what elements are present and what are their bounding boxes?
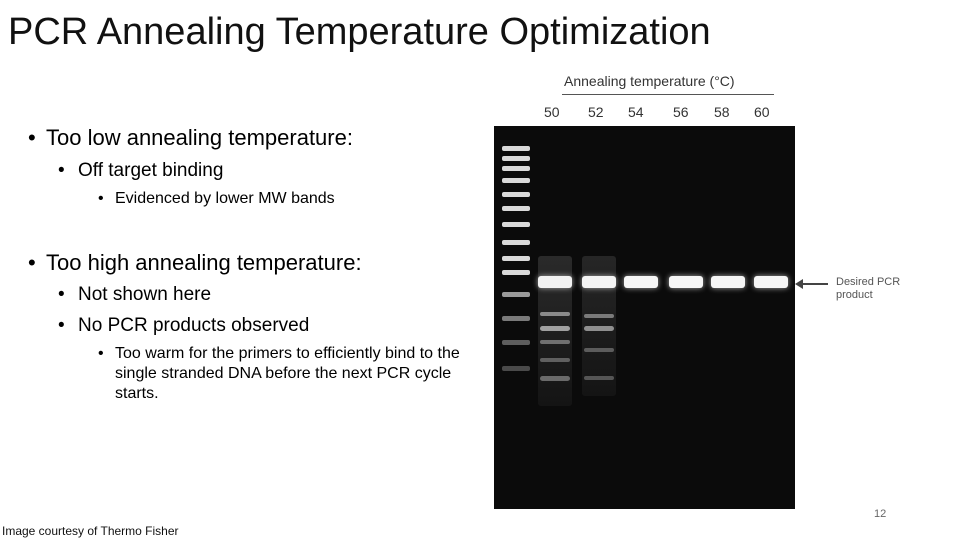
bullet-dot: • [58, 315, 65, 336]
ladder-band [502, 222, 530, 227]
bullet-list: • Too low annealing temperature: • Off t… [28, 124, 468, 404]
bullet-item: • Too low annealing temperature: [28, 124, 468, 152]
arrow-icon [795, 279, 803, 289]
product-band [624, 276, 658, 288]
ladder-band [502, 340, 530, 345]
bullet-item: • Evidenced by lower MW bands [28, 189, 468, 209]
arrow-line [800, 283, 828, 285]
ladder-band [502, 316, 530, 321]
off-target-band [540, 326, 570, 331]
ladder-band [502, 292, 530, 297]
ladder-band [502, 256, 530, 261]
image-credit: Image courtesy of Thermo Fisher [2, 524, 179, 538]
lane-label: 52 [588, 104, 604, 120]
bullet-item: • No PCR products observed [28, 314, 468, 338]
page-number: 12 [874, 508, 887, 520]
ladder-band [502, 156, 530, 161]
bullet-item: • Not shown here [28, 283, 468, 307]
bullet-text: Too warm for the primers to efficiently … [115, 345, 460, 402]
bullet-item: • Too high annealing temperature: [28, 249, 468, 277]
off-target-band [540, 312, 570, 316]
ladder-band [502, 240, 530, 245]
off-target-band [540, 340, 570, 344]
bullet-text: Off target binding [78, 160, 224, 181]
bullet-dot: • [28, 250, 36, 275]
bullet-dot: • [98, 190, 104, 207]
off-target-band [584, 326, 614, 331]
lane-label: 58 [714, 104, 730, 120]
bullet-text: Too low annealing temperature: [46, 125, 353, 150]
product-band [538, 276, 572, 288]
ladder-band [502, 166, 530, 171]
bullet-text: No PCR products observed [78, 315, 310, 336]
bullet-text: Too high annealing temperature: [46, 250, 362, 275]
ladder-band [502, 366, 530, 371]
bullet-dot: • [58, 284, 65, 305]
off-target-band [584, 376, 614, 380]
off-target-band [540, 376, 570, 381]
off-target-band [540, 358, 570, 362]
lane-label: 56 [673, 104, 689, 120]
arrow-label: Desired PCR product [836, 276, 901, 301]
product-band [754, 276, 788, 288]
ladder-band [502, 270, 530, 275]
gel-axis-title: Annealing temperature (°C) [564, 73, 735, 89]
bullet-item: • Too warm for the primers to efficientl… [28, 344, 470, 404]
ladder-band [502, 206, 530, 211]
lane-label: 50 [544, 104, 560, 120]
product-band [669, 276, 703, 288]
slide-title: PCR Annealing Temperature Optimization [8, 11, 711, 53]
ladder-band [502, 178, 530, 183]
off-target-band [584, 314, 614, 318]
bullet-dot: • [98, 345, 104, 362]
gel-image [494, 126, 795, 509]
product-band [711, 276, 745, 288]
bullet-dot: • [28, 125, 36, 150]
bullet-item: • Off target binding [28, 159, 468, 183]
bullet-text: Not shown here [78, 284, 212, 305]
product-band [582, 276, 616, 288]
bullet-dot: • [58, 160, 65, 181]
off-target-band [584, 348, 614, 352]
bullet-text: Evidenced by lower MW bands [115, 190, 335, 207]
gel-axis-title-line [562, 94, 774, 95]
ladder-band [502, 192, 530, 197]
lane-label: 60 [754, 104, 770, 120]
lane-label: 54 [628, 104, 644, 120]
ladder-band [502, 146, 530, 151]
